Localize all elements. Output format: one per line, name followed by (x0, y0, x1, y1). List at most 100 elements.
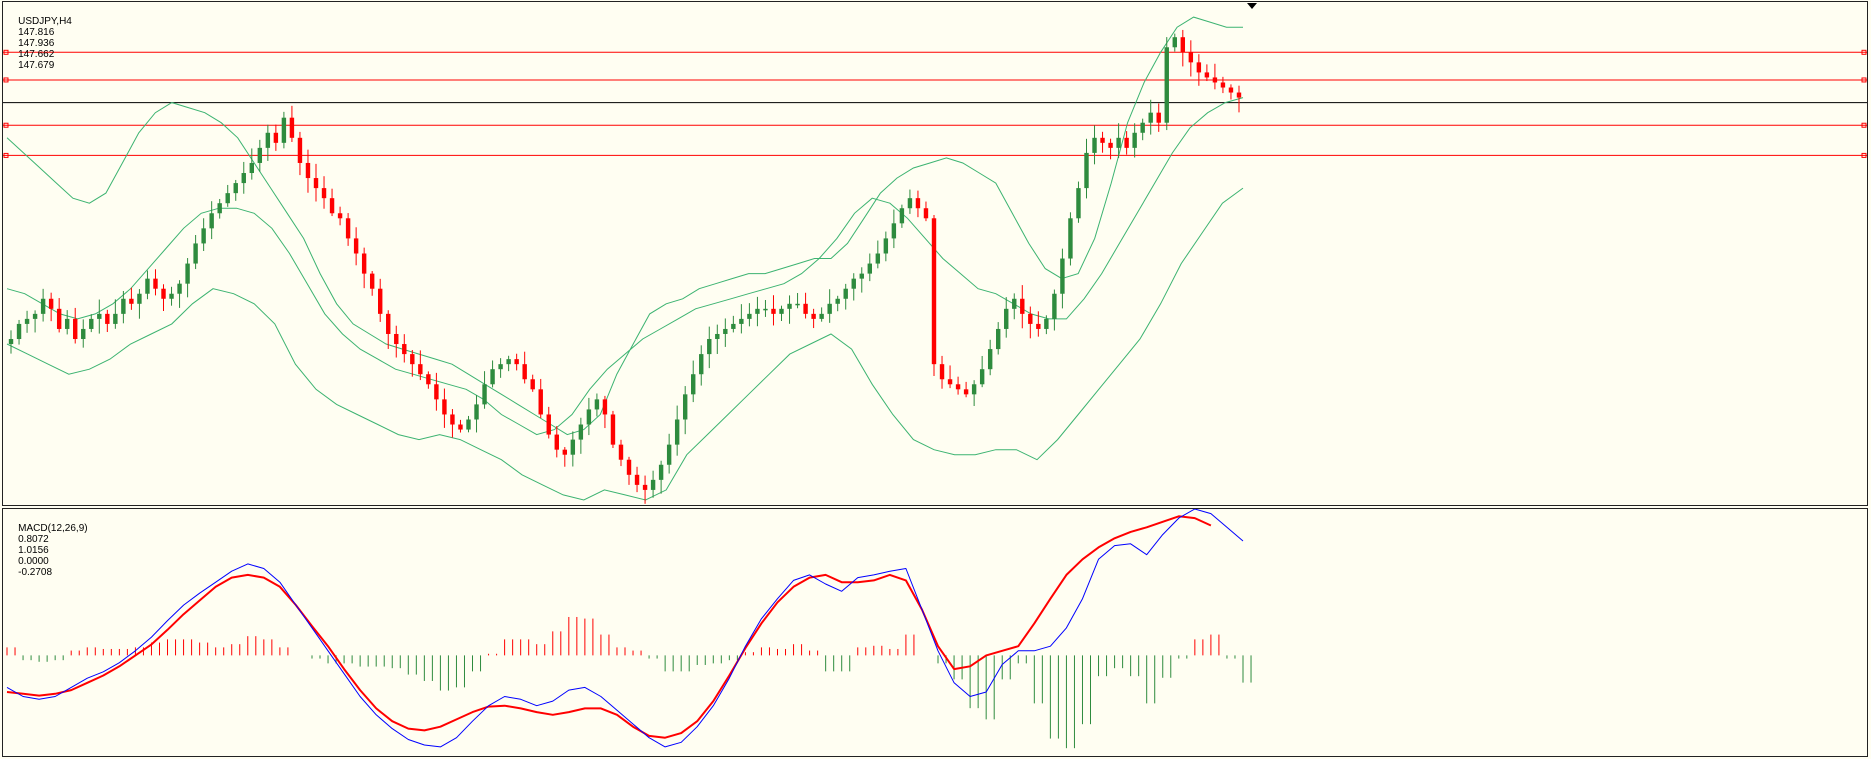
candle-body (121, 298, 126, 314)
candle-body (755, 308, 760, 314)
candle-body (490, 369, 495, 385)
candle (105, 309, 110, 333)
candle-body (1220, 82, 1226, 88)
candle (289, 105, 295, 142)
candle-body (113, 313, 118, 324)
price-chart-panel[interactable]: USDJPY,H4 147.816 147.936 147.662 147.67… (2, 1, 1868, 506)
candle (1044, 315, 1049, 335)
candle-body (787, 303, 792, 309)
candle (426, 371, 431, 389)
candle (1132, 123, 1137, 158)
candle-body (707, 339, 712, 355)
candle (161, 284, 166, 312)
macd-panel[interactable]: MACD(12,26,9) 0.8072 1.0156 0.0000 -0.27… (2, 508, 1868, 757)
candle (955, 376, 961, 395)
candle (32, 310, 38, 333)
candle (450, 409, 455, 438)
open-value: 147.816 (18, 27, 55, 38)
candle (1012, 293, 1017, 320)
candle (56, 298, 62, 333)
candle (915, 190, 921, 218)
candle-body (386, 313, 391, 334)
candle (939, 355, 945, 389)
candle-body (378, 288, 383, 314)
candle (1236, 85, 1242, 113)
candle-body (859, 273, 864, 279)
candle (618, 439, 624, 467)
candle (883, 231, 889, 262)
candle-body (105, 313, 110, 324)
macd-value-3: 0.0000 (18, 556, 49, 567)
candle (345, 213, 351, 246)
candle-body (225, 193, 230, 204)
candle-body (394, 333, 399, 345)
candle-body (1004, 308, 1009, 329)
candle (1140, 118, 1145, 141)
macd-value-4: -0.2708 (18, 567, 53, 578)
candle (402, 334, 407, 363)
candle-body (129, 298, 134, 304)
candle-body (40, 298, 46, 314)
candle (1076, 181, 1081, 223)
level-line-handle (3, 122, 9, 128)
candle-body (1084, 152, 1089, 189)
candle (458, 419, 463, 433)
candle-body (1132, 132, 1137, 148)
candle (715, 324, 720, 354)
candle (1172, 33, 1177, 52)
level-line-handle (1861, 152, 1867, 158)
macd-chart[interactable] (3, 509, 1867, 756)
candle (514, 353, 519, 371)
level-line-handle (1861, 77, 1867, 83)
candle-body (594, 399, 600, 410)
last-bar-marker-icon (1247, 3, 1257, 9)
candle (650, 470, 656, 498)
candlestick-chart[interactable] (3, 2, 1867, 505)
candle-body (602, 399, 608, 415)
candle-body (1188, 52, 1194, 63)
candle (241, 161, 246, 194)
candle (81, 319, 86, 348)
candle-body (498, 364, 503, 370)
candle-body (915, 198, 921, 209)
candle-body (715, 333, 720, 340)
macd-main-line (6, 509, 1244, 748)
candle-body (723, 328, 728, 334)
candle-body (1204, 72, 1210, 78)
candle (530, 374, 535, 392)
candle-body (803, 303, 808, 314)
candle (594, 393, 600, 417)
candle-body (1148, 112, 1153, 123)
candle (97, 299, 102, 334)
candle (811, 308, 816, 329)
candle-body (1020, 298, 1025, 314)
candle-body (353, 238, 359, 254)
candle (642, 475, 648, 504)
candle (1100, 131, 1105, 153)
candle (843, 283, 848, 310)
candle-body (32, 313, 38, 319)
candle (434, 372, 439, 411)
candle-body (1124, 137, 1129, 148)
candle (1204, 64, 1210, 82)
candle (1060, 248, 1065, 309)
candle-body (618, 444, 624, 460)
candle (145, 270, 150, 300)
macd-signal-line (6, 515, 1212, 739)
candle-body (883, 238, 889, 254)
candle-body (24, 318, 30, 324)
candle-body (939, 364, 945, 380)
candle-body (1044, 318, 1049, 329)
candle-body (867, 263, 872, 274)
candle-body (1140, 122, 1145, 133)
candle (546, 406, 551, 439)
candle-body (811, 313, 816, 319)
candle (121, 290, 126, 324)
candle (40, 288, 46, 322)
candle (1108, 138, 1113, 160)
candle-body (177, 283, 182, 294)
candle (1196, 54, 1202, 86)
candle-body (209, 213, 214, 229)
candle (442, 388, 447, 428)
candle (353, 227, 359, 266)
